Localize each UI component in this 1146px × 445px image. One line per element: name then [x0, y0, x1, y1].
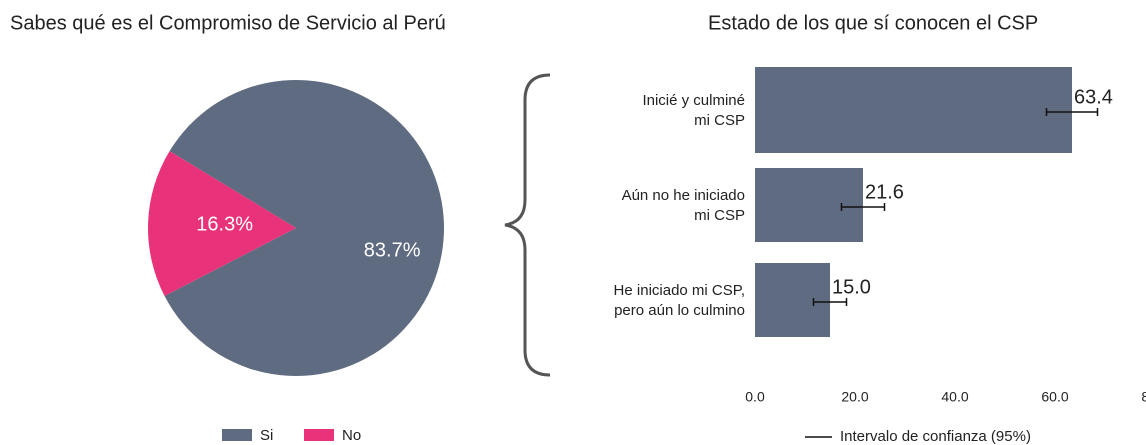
pie-slice [164, 80, 445, 376]
pie-slice [147, 151, 296, 297]
legend-label: No [342, 427, 361, 444]
x-tick-label: 20.0 [841, 389, 868, 405]
legend-label: Intervalo de confianza (95%) [840, 428, 1031, 445]
y-tick-label: He iniciado mi CSP, [614, 282, 745, 299]
y-tick-label: pero aún lo culmino [614, 302, 745, 319]
legend-swatch [304, 429, 334, 441]
bar [755, 67, 1072, 153]
bar [755, 263, 830, 337]
error-bar [812, 298, 848, 306]
bar [755, 168, 863, 242]
y-tick-label: mi CSP [694, 112, 745, 129]
value-label: 15.0 [832, 276, 871, 298]
pie-title: Sabes qué es el Compromiso de Servicio a… [10, 12, 446, 34]
value-label: 21.6 [865, 181, 904, 203]
y-tick-label: Aún no he iniciado [622, 187, 745, 204]
error-bar [1045, 108, 1099, 116]
x-tick-label: 80.0 [1141, 389, 1146, 405]
error-bar [840, 203, 886, 211]
x-tick-label: 40.0 [941, 389, 968, 405]
x-tick-label: 60.0 [1041, 389, 1068, 405]
value-label: 63.4 [1074, 86, 1113, 108]
bar-title: Estado de los que sí conocen el CSP [708, 12, 1038, 34]
brace [504, 73, 551, 377]
y-tick-label: mi CSP [694, 207, 745, 224]
legend-label: Si [260, 427, 273, 444]
legend-swatch [222, 429, 252, 441]
slice-label: 16.3% [196, 213, 253, 235]
slice-label: 83.7% [364, 240, 421, 262]
y-tick-label: Inicié y culminé [642, 92, 745, 109]
x-tick-label: 0.0 [745, 389, 765, 405]
